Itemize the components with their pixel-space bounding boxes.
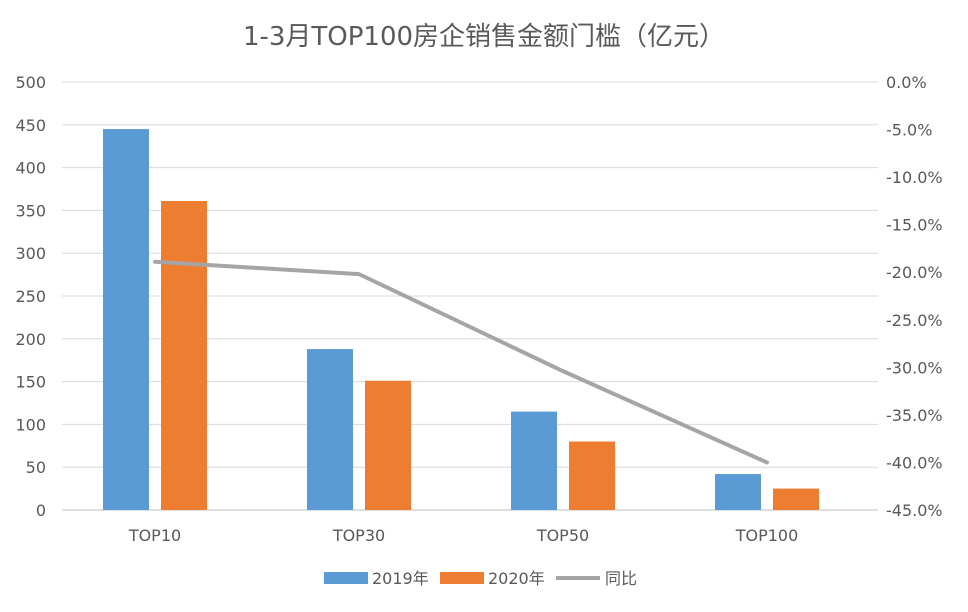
right-tick-label: -45.0% <box>886 501 943 520</box>
right-tick-label: -25.0% <box>886 311 943 330</box>
left-axis-ticks: 0 50 100 150 200 250 300 350 400 450 500 <box>15 73 46 520</box>
left-tick-label: 300 <box>15 244 46 263</box>
left-tick-label: 250 <box>15 287 46 306</box>
x-axis-ticks: TOP10 TOP30 TOP50 TOP100 <box>128 526 798 545</box>
right-tick-label: -30.0% <box>886 358 943 377</box>
legend-label-2020: 2020年 <box>488 569 545 588</box>
bar-series <box>103 129 819 510</box>
line-series <box>153 259 769 465</box>
yoy-line <box>153 259 769 465</box>
left-tick-label: 450 <box>15 116 46 135</box>
left-tick-label: 400 <box>15 159 46 178</box>
bar <box>511 411 557 510</box>
x-tick-label: TOP30 <box>332 526 385 545</box>
bar <box>103 129 149 510</box>
right-tick-label: -10.0% <box>886 168 943 187</box>
left-tick-label: 500 <box>15 73 46 92</box>
left-tick-label: 200 <box>15 330 46 349</box>
right-tick-label: -40.0% <box>886 453 943 472</box>
x-tick-label: TOP100 <box>735 526 799 545</box>
right-tick-label: -35.0% <box>886 406 943 425</box>
right-tick-label: -20.0% <box>886 263 943 282</box>
right-tick-label: 0.0% <box>886 73 927 92</box>
left-tick-label: 50 <box>26 458 46 477</box>
left-tick-label: 350 <box>15 201 46 220</box>
legend-swatch-2019 <box>324 572 368 584</box>
chart-title: 1-3月TOP100房企销售金额门槛（亿元） <box>243 22 725 52</box>
x-tick-label: TOP10 <box>128 526 181 545</box>
legend-label-yoy: 同比 <box>605 569 637 588</box>
bar <box>307 349 353 510</box>
right-tick-label: -5.0% <box>886 121 932 140</box>
right-tick-label: -15.0% <box>886 216 943 235</box>
left-tick-label: 0 <box>36 501 46 520</box>
x-tick-label: TOP50 <box>536 526 589 545</box>
legend-swatch-2020 <box>440 572 484 584</box>
bar <box>365 380 411 510</box>
bar <box>715 474 761 510</box>
legend-label-2019: 2019年 <box>372 569 429 588</box>
right-axis-ticks: -45.0% -40.0% -35.0% -30.0% -25.0% -20.0% -15.… <box>886 73 943 520</box>
left-tick-label: 150 <box>15 373 46 392</box>
bar <box>773 488 819 510</box>
bar <box>161 200 207 510</box>
bar <box>569 441 615 510</box>
legend: 2019年 2020年 同比 <box>324 569 637 588</box>
left-tick-label: 100 <box>15 415 46 434</box>
